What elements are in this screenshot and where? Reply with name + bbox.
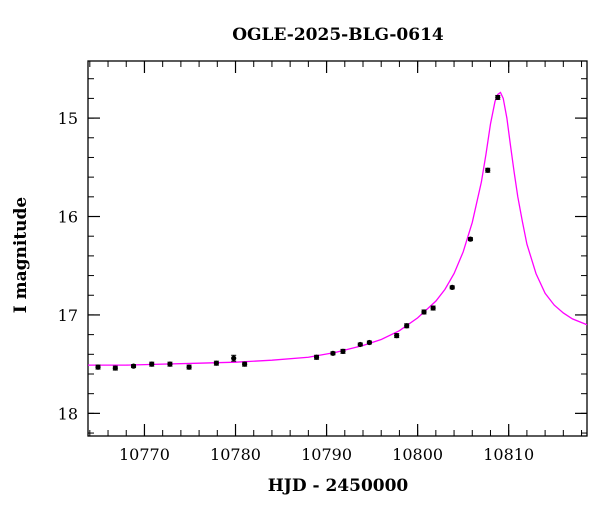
x-tick-label: 10790 [301,445,352,464]
data-point [242,361,248,367]
data-points-layer [95,94,501,371]
y-axis-ticks: 15 16 17 18 [58,109,587,423]
plot-frame [87,60,588,437]
x-axis-ticks: 10770 10780 10790 10800 10810 [119,61,534,464]
data-point [340,348,346,354]
model-layer [88,91,588,366]
y-tick-label: 18 [58,404,78,423]
data-point [449,284,455,290]
data-point [394,333,400,339]
data-point [149,361,155,367]
y-tick-label: 16 [58,208,78,227]
x-tick-label: 10780 [210,445,261,464]
data-point [112,365,118,371]
y-tick-label: 15 [58,109,78,128]
data-point [430,305,436,311]
plot-border [87,60,588,437]
data-point [95,364,101,370]
y-axis-label: I magnitude [11,197,31,314]
data-point [167,361,173,367]
x-tick-label: 10770 [119,445,170,464]
data-point [186,364,192,370]
data-point [130,363,137,369]
x-tick-label: 10810 [483,445,534,464]
x-axis-label: HJD - 2450000 [268,476,409,496]
data-point [330,350,336,356]
data-point [231,355,237,361]
chart-title: OGLE-2025-BLG-0614 [232,25,444,45]
x-tick-label: 10800 [392,445,443,464]
data-point [366,339,372,346]
data-point [485,167,491,173]
data-point [421,309,427,315]
model-curve [88,91,588,366]
y-tick-label: 17 [58,306,78,325]
data-point [313,354,320,360]
minor-ticks [88,61,587,436]
data-point [467,236,474,242]
data-point [357,341,363,348]
data-point [213,360,219,366]
data-point [404,323,410,329]
data-point [495,94,501,101]
